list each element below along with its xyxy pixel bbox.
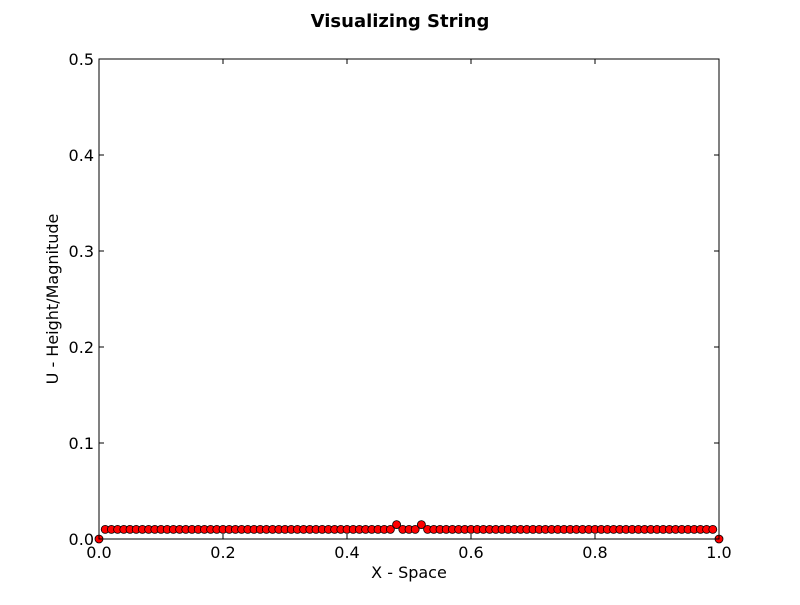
x-tick-label: 0.8	[582, 543, 607, 562]
data-point	[385, 525, 395, 534]
data-point	[392, 520, 402, 529]
data-point	[708, 525, 718, 534]
x-tick-label: 0.0	[86, 543, 111, 562]
y-tick-label: 0.4	[69, 146, 94, 165]
data-markers	[94, 520, 724, 544]
plot-background	[99, 59, 719, 539]
x-axis-ticks: 0.0 0.2 0.4 0.6 0.8 1.0	[86, 59, 732, 562]
chart-title: Visualizing String	[311, 11, 490, 32]
y-tick-label: 0.5	[69, 50, 94, 69]
data-point	[416, 520, 426, 529]
data-point	[410, 525, 420, 534]
x-tick-label: 0.4	[334, 543, 359, 562]
y-tick-label: 0.2	[69, 338, 94, 357]
x-tick-label: 0.6	[458, 543, 483, 562]
x-axis-label: X - Space	[371, 563, 447, 582]
y-axis-ticks: 0.0 0.1 0.2 0.3 0.4 0.5	[69, 50, 719, 549]
x-tick-label: 0.2	[210, 543, 235, 562]
y-tick-label: 0.3	[69, 242, 94, 261]
plot-area	[99, 59, 719, 539]
y-axis-label: U - Height/Magnitude	[43, 214, 62, 385]
x-tick-label: 1.0	[706, 543, 731, 562]
y-tick-label: 0.1	[69, 434, 94, 453]
y-tick-label: 0.0	[69, 530, 94, 549]
plot-frame	[98, 58, 720, 540]
